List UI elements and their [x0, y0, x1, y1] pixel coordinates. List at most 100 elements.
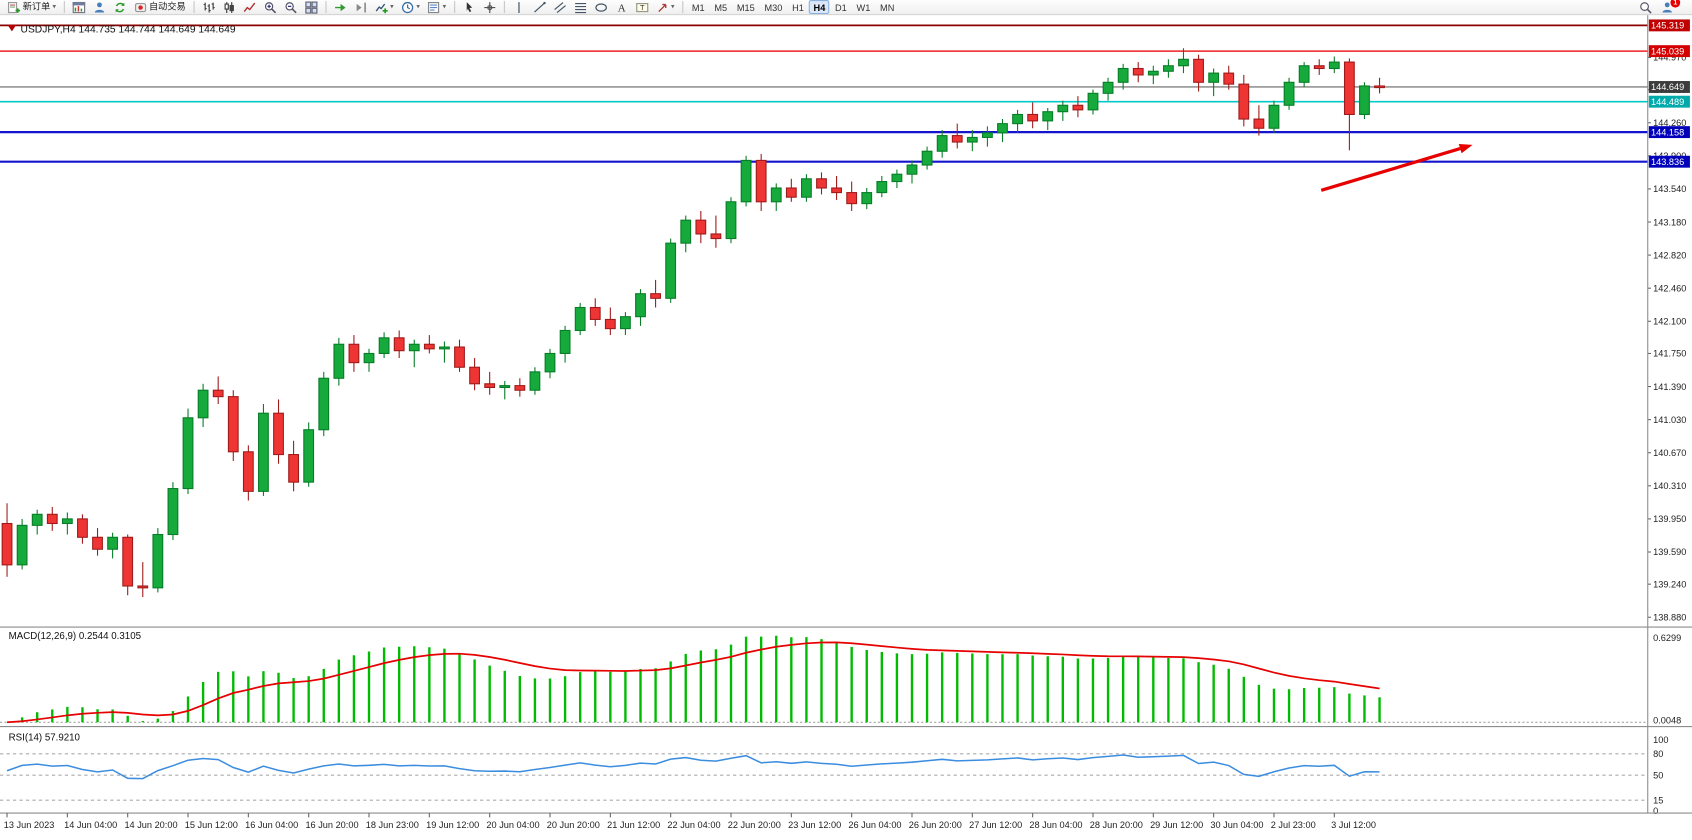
- candle: [1208, 72, 1220, 83]
- time-tick-label: 3 Jul 12:00: [1331, 820, 1376, 830]
- timeframe-h4[interactable]: H4: [809, 0, 830, 15]
- candle: [635, 293, 646, 318]
- profile-button[interactable]: [90, 0, 109, 14]
- candle: [31, 513, 43, 526]
- candle: [46, 513, 58, 525]
- time-tick-label: 21 Jun 12:00: [607, 820, 660, 830]
- price-tick-label: 144.260: [1653, 118, 1686, 128]
- chevron-down-icon: ▾: [416, 2, 420, 11]
- price-tick-label: 142.820: [1653, 250, 1686, 260]
- market-watch-button[interactable]: [69, 0, 88, 14]
- channel-tool-button[interactable]: [550, 0, 569, 14]
- price-tick-label: 144.970: [1653, 53, 1686, 63]
- candle: [1193, 58, 1204, 83]
- trend-arrow-annotation[interactable]: [1320, 143, 1473, 192]
- chart-shift-button[interactable]: [351, 0, 370, 14]
- arrow-shaft: [1320, 147, 1461, 192]
- trendline-tool-button[interactable]: [529, 0, 548, 14]
- timeframe-mn[interactable]: MN: [880, 1, 895, 13]
- new-order-label: 新订单: [22, 1, 51, 12]
- templates-button[interactable]: ▾: [424, 0, 449, 14]
- candle: [92, 536, 103, 550]
- symbol-marker-icon: [7, 24, 17, 32]
- candle: [680, 219, 692, 244]
- zoom-in-button[interactable]: [260, 0, 279, 14]
- timeframe-m1[interactable]: M1: [691, 1, 705, 13]
- time-tick-label: 30 Jun 04:00: [1210, 820, 1263, 830]
- candle: [1162, 65, 1174, 72]
- vertical-line-tool-button[interactable]: [509, 0, 528, 14]
- candle: [348, 343, 360, 364]
- notifications-button[interactable]: 1: [1657, 0, 1681, 14]
- candle: [785, 187, 797, 198]
- rsi-panel[interactable]: RSI(14) 57.9210 100 80 50 150: [0, 726, 1692, 817]
- time-tick-label: 2 Jul 23:00: [1271, 820, 1316, 830]
- macd-panel[interactable]: MACD(12,26,9) 0.2544 0.3105 0.6299 0.0048: [0, 626, 1692, 725]
- text-tool-button[interactable]: A: [612, 0, 631, 14]
- line-chart-mode-button[interactable]: [240, 0, 259, 14]
- candle: [1374, 85, 1385, 89]
- candle: [620, 316, 631, 330]
- price-badge-label: 144.489: [1651, 97, 1684, 107]
- new-order-icon: [7, 1, 21, 13]
- timeframe-d1[interactable]: D1: [835, 1, 847, 13]
- candle: [891, 173, 903, 183]
- price-badge-label: 144.649: [1651, 82, 1684, 92]
- candle: [1042, 111, 1054, 122]
- timeframe-m15[interactable]: M15: [736, 1, 755, 13]
- vline-icon: [517, 1, 520, 13]
- tile-windows-button[interactable]: [301, 0, 320, 14]
- candle: [423, 343, 435, 350]
- chart-window[interactable]: USDJPY,H4 144.735 144.744 144.649 144.64…: [0, 15, 1692, 840]
- candle: [831, 187, 842, 194]
- time-tick-label: 22 Jun 20:00: [728, 820, 781, 830]
- ohlc-bars-icon: [203, 2, 215, 13]
- timeframe-h1[interactable]: H1: [792, 1, 804, 13]
- new-order-button[interactable]: 新订单 ▾: [4, 0, 59, 14]
- line-chart-icon: [243, 2, 256, 12]
- toolbar-separator: [453, 1, 455, 13]
- zoom-out-button[interactable]: [281, 0, 300, 14]
- search-icon: [1640, 1, 1652, 14]
- arrow-tools-button[interactable]: ▾: [653, 0, 678, 14]
- rsi-scale-label: 50: [1653, 770, 1663, 780]
- time-axis[interactable]: 13 Jun 2023 14 Jun 04:00 14 Jun 20:00 15 Ju…: [0, 812, 1692, 830]
- price-badge-144.158: 144.158: [1648, 126, 1690, 139]
- ohlc-bars-mode-button[interactable]: [199, 0, 218, 14]
- search-button[interactable]: [1636, 0, 1655, 14]
- timeframe-w1[interactable]: W1: [856, 1, 871, 13]
- zoom-out-icon: [285, 1, 297, 13]
- timeframe-m30[interactable]: M30: [764, 1, 783, 13]
- label-tool-button[interactable]: T: [632, 0, 651, 14]
- candle: [499, 385, 511, 389]
- candle: [997, 123, 1008, 134]
- candle: [152, 533, 164, 589]
- rsi-scale-label: 0: [1653, 806, 1658, 816]
- candle: [333, 343, 345, 379]
- rsi-scale-label: 100: [1653, 735, 1668, 745]
- timeframe-m5[interactable]: M5: [714, 1, 728, 13]
- candle: [197, 389, 209, 419]
- time-tick-label: 19 Jun 12:00: [426, 820, 479, 830]
- refresh-button[interactable]: [110, 0, 129, 14]
- candlestick-mode-button[interactable]: [219, 0, 238, 14]
- indicators-button[interactable]: ▾: [372, 0, 397, 14]
- candle: [921, 150, 933, 166]
- candle: [574, 306, 586, 332]
- candle: [16, 524, 28, 566]
- time-tick-label: 15 Jun 12:00: [185, 820, 238, 830]
- candle: [1057, 104, 1069, 113]
- shapes-tool-button[interactable]: [591, 0, 610, 14]
- crosshair-tool-button[interactable]: [480, 0, 499, 14]
- periods-button[interactable]: ▾: [398, 0, 423, 14]
- rsi-scale-label: 15: [1653, 795, 1663, 805]
- auto-scroll-button[interactable]: [331, 0, 350, 14]
- cursor-tool-button[interactable]: [459, 0, 478, 14]
- fibonacci-tool-button[interactable]: [570, 0, 589, 14]
- toolbar-separator: [193, 1, 195, 13]
- price-tick-label: 142.100: [1653, 317, 1686, 327]
- candle: [1359, 85, 1370, 116]
- price-axis[interactable]: 138.880 139.240 139.590 139.950 140.310 140.6…: [1647, 19, 1690, 622]
- rsi-scale-label: 80: [1653, 749, 1663, 759]
- auto-trading-button[interactable]: 自动交易: [131, 0, 189, 14]
